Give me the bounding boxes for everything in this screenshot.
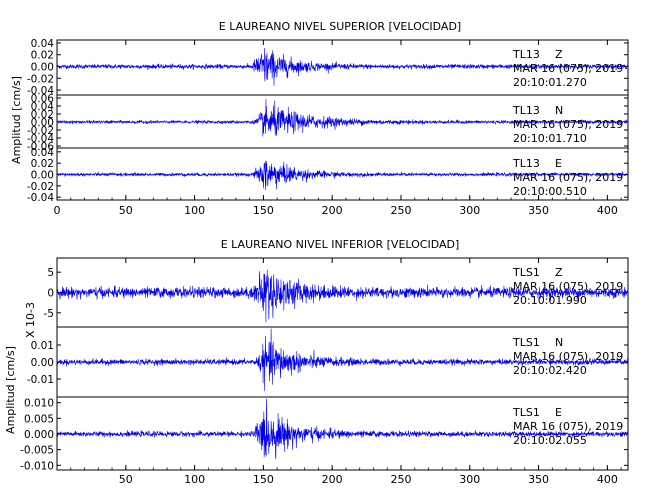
y-tick-label: 0.04 [31,38,55,50]
trace-component-label: Z [555,48,563,61]
panel-frame [56,39,629,201]
x-tick-label: 400 [597,473,618,486]
y-tick-label: 0.01 [31,340,54,352]
y-tick-label: -0.010 [20,460,54,472]
lower-panel: E LAUREANO NIVEL INFERIOR [VELOCIDAD] Am… [4,238,629,486]
y-tick-label: -0.04 [27,192,54,204]
y-tick-label: 0.000 [24,429,54,441]
y-tick-label: -0.04 [27,133,54,145]
trace-date-label: MAR 16 (075), 2019 [513,171,623,184]
y-tick-label: 0.02 [31,109,54,121]
waveform-TLS1-N [56,328,629,391]
y-tick-label: 5 [47,267,54,279]
trace-date-label: MAR 16 (075), 2019 [513,118,623,131]
panel-frame [56,257,629,471]
trace-time-label: 20:10:00.510 [513,185,587,198]
trace-station-label: TLS1 [512,336,540,349]
upper-title: E LAUREANO NIVEL SUPERIOR [VELOCIDAD] [219,20,461,33]
y-tick-label: 0.010 [24,398,54,410]
trace-date-label: MAR 16 (075), 2019 [513,280,623,293]
lower-title: E LAUREANO NIVEL INFERIOR [VELOCIDAD] [221,238,460,251]
y-tick-label: 0.04 [31,101,55,113]
y-tick-label: 0 [47,288,54,300]
x-tick-label: 150 [253,204,274,217]
x-tick-label: 200 [322,204,343,217]
trace-date-label: MAR 16 (075), 2019 [513,420,623,433]
trace-date-label: MAR 16 (075), 2019 [513,62,623,75]
y-tick-label: 0.04 [31,147,55,159]
lower-scale-note: X 10-3 [24,302,37,338]
y-tick-label: -0.02 [27,73,54,85]
x-tick-label: 100 [184,473,205,486]
upper-panel: E LAUREANO NIVEL SUPERIOR [VELOCIDAD] Am… [10,20,629,217]
x-tick-label: 350 [528,473,549,486]
trace-station-label: TLS1 [512,266,540,279]
y-tick-label: 0.02 [31,158,54,170]
y-tick-label: 0.06 [31,93,55,105]
y-tick-label: -5 [44,308,54,320]
x-tick-label: 300 [459,473,480,486]
x-tick-label: 150 [253,473,274,486]
waveform-TLS1-Z [56,269,629,323]
x-tick-label: 0 [54,204,61,217]
x-tick-label: 300 [459,204,480,217]
trace-component-label: N [555,336,563,349]
x-tick-label: 250 [390,204,411,217]
y-tick-label: 0.00 [31,170,54,182]
y-tick-label: -0.04 [27,85,54,97]
x-tick-label: 50 [119,473,133,486]
y-tick-label: -0.01 [27,374,54,386]
trace-station-label: TLS1 [512,406,540,419]
waveform-TLS1-E [56,398,629,460]
y-tick-label: -0.02 [27,125,54,137]
trace-component-label: Z [555,266,563,279]
waveform-TL13-E [56,160,629,190]
x-tick-label: 50 [119,204,133,217]
trace-time-label: 20:10:01.270 [513,76,587,89]
x-tick-label: 250 [390,473,411,486]
trace-station-label: TL13 [512,48,540,61]
trace-component-label: E [555,157,562,170]
trace-time-label: 20:10:02.420 [513,364,587,377]
lower-y-axis-label: Amplitud [cm/s] [4,346,17,434]
x-tick-label: 200 [322,473,343,486]
y-tick-label: -0.005 [20,445,54,457]
trace-date-label: MAR 16 (075), 2019 [513,350,623,363]
trace-time-label: 20:10:01.990 [513,294,587,307]
trace-component-label: E [555,406,562,419]
trace-time-label: 20:10:02.055 [513,434,587,447]
waveform-TL13-Z [56,47,629,86]
x-tick-label: 100 [184,204,205,217]
trace-station-label: TL13 [512,104,540,117]
x-tick-label: 350 [528,204,549,217]
trace-component-label: N [555,104,563,117]
trace-time-label: 20:10:01.710 [513,132,587,145]
y-tick-label: 0.005 [24,413,54,425]
waveform-TL13-N [56,98,629,137]
x-tick-label: 400 [597,204,618,217]
y-tick-label: -0.06 [27,141,54,153]
y-tick-label: -0.02 [27,181,54,193]
y-tick-label: 0.02 [31,50,54,62]
y-tick-label: 0.00 [31,62,54,74]
y-tick-label: 0.00 [31,117,54,129]
y-tick-label: 0.00 [31,357,54,369]
upper-y-axis-label: Amplitud [cm/s] [10,76,23,164]
trace-station-label: TL13 [512,157,540,170]
